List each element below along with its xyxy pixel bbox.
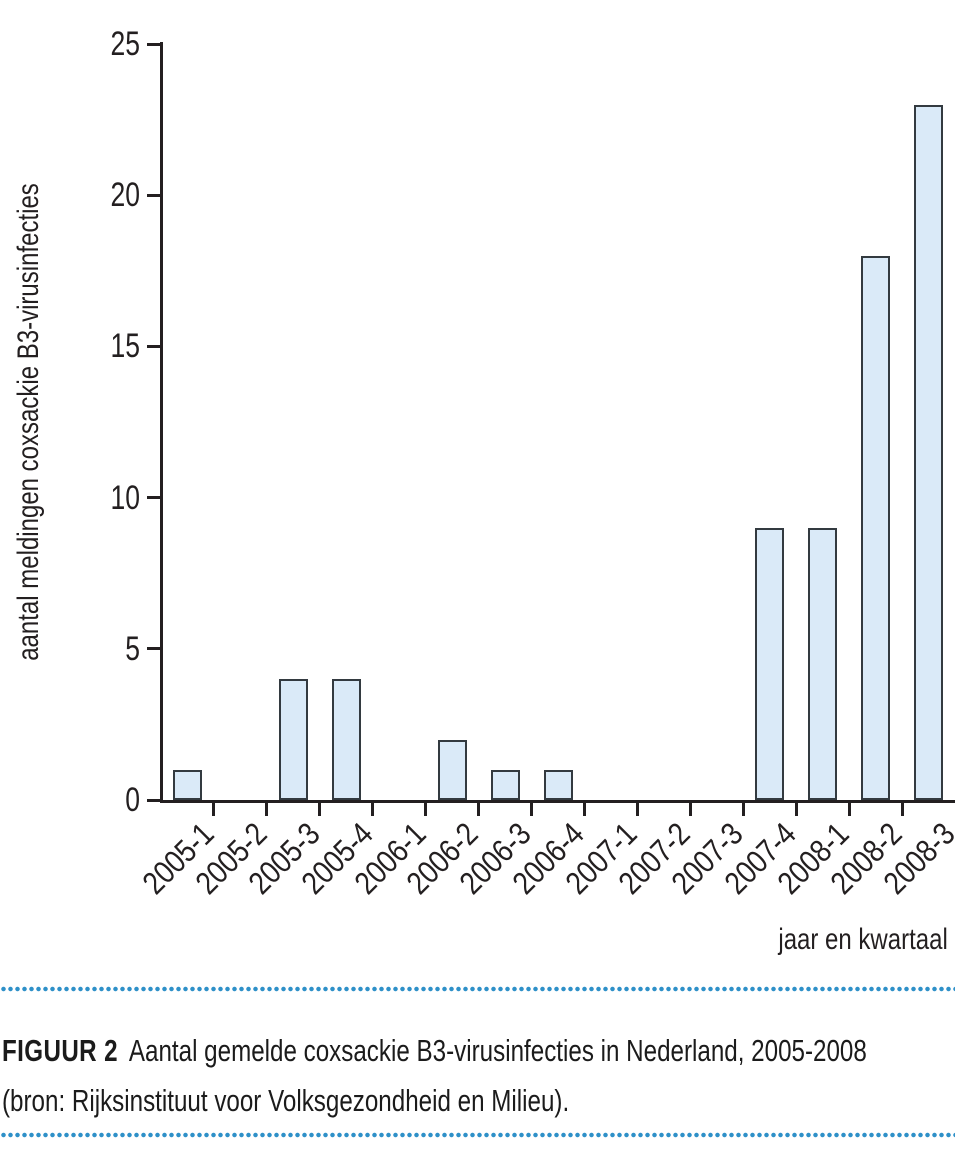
x-tick-mark xyxy=(741,801,745,816)
x-tick-mark xyxy=(265,801,269,816)
y-tick-label: 20 xyxy=(110,176,140,215)
y-tick-label: 15 xyxy=(110,327,140,366)
bar-2006-4 xyxy=(543,769,573,800)
y-tick-label: 25 xyxy=(110,25,140,63)
x-tick-mark xyxy=(371,801,375,816)
x-tick-mark xyxy=(900,801,904,816)
y-tick-mark xyxy=(147,647,161,651)
x-tick-mark xyxy=(688,801,692,816)
bar-2005-1 xyxy=(173,769,202,800)
caption-text-line2: (bron: Rijksinstituut voor Volksgezondhe… xyxy=(2,1083,570,1118)
x-tick-mark xyxy=(794,801,798,816)
dotted-divider-top xyxy=(0,985,955,993)
bar-2005-4 xyxy=(331,679,361,800)
y-tick-label: 0 xyxy=(125,781,140,819)
y-tick-mark xyxy=(147,193,161,197)
bar-2006-3 xyxy=(490,769,520,800)
x-tick-mark xyxy=(847,801,851,816)
y-axis-line xyxy=(160,42,163,803)
y-tick-mark xyxy=(147,798,161,802)
bar-2005-3 xyxy=(278,679,308,800)
x-tick-mark xyxy=(424,801,428,816)
x-tick-mark xyxy=(530,801,533,816)
bar-2006-2 xyxy=(437,739,467,800)
y-tick-mark xyxy=(147,42,161,46)
x-tick-mark xyxy=(318,801,322,816)
dotted-divider-bottom xyxy=(0,1131,955,1139)
x-axis-line xyxy=(160,800,955,803)
x-axis-label: jaar en kwartaal xyxy=(778,923,948,956)
caption-text-line1: Aantal gemelde coxsackie B3-virusinfecti… xyxy=(128,1033,867,1068)
bar-2008-1 xyxy=(808,527,838,800)
figure-caption: FIGUUR 2 Aantal gemelde coxsackie B3-viru… xyxy=(2,1026,950,1126)
y-tick-mark xyxy=(147,344,161,348)
bar-2007-4 xyxy=(755,527,785,800)
x-tick-mark xyxy=(477,801,481,816)
caption-figure-label: FIGUUR 2 xyxy=(2,1033,118,1068)
y-tick-label: 5 xyxy=(125,629,140,668)
bar-2008-2 xyxy=(861,255,891,800)
x-tick-mark xyxy=(212,801,216,816)
x-tick-mark xyxy=(583,801,586,816)
y-tick-label: 10 xyxy=(110,478,140,517)
y-tick-mark xyxy=(147,496,161,500)
bar-2008-3 xyxy=(914,104,943,800)
x-tick-mark xyxy=(635,801,639,816)
y-axis-label: aantal meldingen coxsackie B3-virusinfec… xyxy=(12,183,45,661)
